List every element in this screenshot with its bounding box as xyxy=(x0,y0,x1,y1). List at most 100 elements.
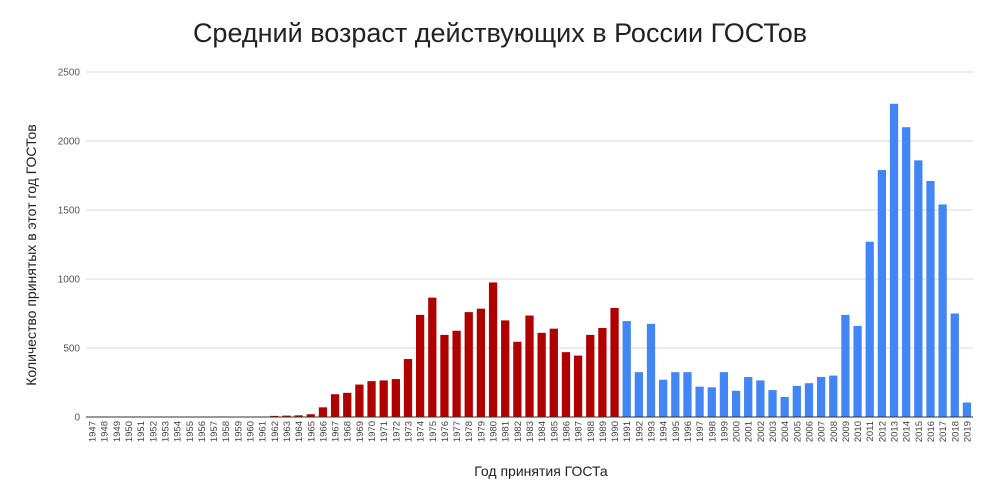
y-axis-label: Количество принятых в этот год ГОСТов xyxy=(23,124,39,385)
bar-1982 xyxy=(513,341,522,417)
x-tick-label: 2013 xyxy=(890,421,901,442)
x-tick-label: 1958 xyxy=(221,421,232,442)
bar-2008 xyxy=(829,375,838,417)
x-tick-label: 1977 xyxy=(452,421,463,442)
bar-1970 xyxy=(367,381,376,417)
y-tick-label: 0 xyxy=(74,413,80,424)
x-tick-label: 2009 xyxy=(841,421,852,442)
x-tick-label: 1986 xyxy=(561,421,572,442)
bar-1981 xyxy=(501,320,510,417)
x-tick-label: 1984 xyxy=(537,421,548,442)
bar-2004 xyxy=(780,396,789,417)
bar-1995 xyxy=(671,372,680,417)
x-tick-label: 1962 xyxy=(270,421,281,442)
x-tick-label: 1953 xyxy=(160,421,171,442)
bar-2018 xyxy=(950,313,959,417)
y-tick-label: 2000 xyxy=(58,137,81,148)
x-tick-label: 1995 xyxy=(671,421,682,442)
bar-1987 xyxy=(573,355,583,417)
bar-2011 xyxy=(865,241,874,417)
x-tick-label: 2000 xyxy=(732,421,743,442)
bar-2003 xyxy=(768,390,777,417)
x-tick-label: 1973 xyxy=(403,421,414,442)
gridlines xyxy=(86,71,973,349)
y-tick-label: 1500 xyxy=(58,206,81,217)
x-tick-label: 1988 xyxy=(586,421,597,442)
x-tick-label: 2008 xyxy=(829,421,840,442)
bar-1993 xyxy=(646,323,656,417)
x-tick-label: 1985 xyxy=(549,421,560,442)
x-tick-label: 1951 xyxy=(136,421,147,442)
x-tick-label: 2011 xyxy=(865,421,876,441)
x-tick-label: 1969 xyxy=(355,421,366,442)
x-tick-label: 2012 xyxy=(877,421,888,442)
bar-2017 xyxy=(938,204,947,417)
bar-1972 xyxy=(391,379,400,417)
x-tick-label: 1950 xyxy=(124,421,135,442)
x-tick-label: 2006 xyxy=(804,421,815,442)
bars xyxy=(87,103,972,418)
bar-2016 xyxy=(926,181,935,417)
x-tick-label: 1978 xyxy=(464,421,475,442)
bar-1965 xyxy=(306,414,315,417)
x-tick-label: 1991 xyxy=(622,421,633,442)
x-tick-label: 1954 xyxy=(173,421,184,442)
bar-2007 xyxy=(816,376,826,417)
x-tick-label: 2007 xyxy=(817,421,828,442)
x-tick-label: 2019 xyxy=(962,421,973,442)
bar-1962 xyxy=(270,415,279,417)
bar-1999 xyxy=(719,372,729,417)
x-tick-label: 2005 xyxy=(792,421,803,442)
bar-1969 xyxy=(355,384,364,417)
bar-1990 xyxy=(610,307,619,417)
bar-1975 xyxy=(428,297,437,417)
bar-2001 xyxy=(744,376,753,417)
bar-2000 xyxy=(731,390,741,417)
x-tick-label: 1998 xyxy=(707,421,718,442)
x-tick-label: 1990 xyxy=(610,421,621,442)
x-tick-label: 2003 xyxy=(768,421,779,442)
x-tick-label: 1981 xyxy=(501,421,512,442)
x-axis-ticks: 1947 1948 1949 1950 1951 1952 1953 1954 1955 1956… xyxy=(88,421,974,442)
x-tick-label: 1987 xyxy=(574,421,585,442)
bar-1968 xyxy=(343,392,352,417)
chart-title: Средний возраст действующих в России ГОС… xyxy=(193,18,807,48)
bar-1991 xyxy=(622,321,631,417)
x-tick-label: 1994 xyxy=(659,421,670,442)
bar-1980 xyxy=(488,282,498,417)
x-tick-label: 2016 xyxy=(926,421,937,442)
bar-2013 xyxy=(889,103,899,418)
bar-1963 xyxy=(282,415,291,417)
bar-1976 xyxy=(440,334,449,417)
bar-2014 xyxy=(902,127,911,417)
bar-1971 xyxy=(379,380,388,417)
x-tick-label: 2015 xyxy=(914,421,925,442)
bar-2019 xyxy=(962,402,972,417)
x-tick-label: 1960 xyxy=(246,421,257,442)
bar-1983 xyxy=(525,315,534,417)
x-tick-label: 1947 xyxy=(88,421,99,442)
x-tick-label: 1982 xyxy=(513,421,524,442)
y-tick-label: 500 xyxy=(63,344,80,355)
x-tick-label: 1975 xyxy=(428,421,439,442)
bar-1977 xyxy=(452,330,461,417)
x-tick-label: 1997 xyxy=(695,421,706,442)
bar-1997 xyxy=(695,386,704,417)
x-tick-label: 1993 xyxy=(647,421,658,442)
x-tick-label: 1971 xyxy=(379,421,390,442)
x-tick-label: 1967 xyxy=(331,421,342,442)
x-tick-label: 1976 xyxy=(440,421,451,442)
bar-1996 xyxy=(683,372,692,417)
x-tick-label: 1980 xyxy=(489,421,500,442)
bar-1967 xyxy=(330,394,340,417)
bar-1974 xyxy=(416,314,425,417)
x-tick-label: 1972 xyxy=(391,421,402,442)
bar-1964 xyxy=(294,415,303,417)
bar-2009 xyxy=(841,314,850,417)
bar-1973 xyxy=(403,359,413,417)
x-tick-label: 2017 xyxy=(938,421,949,442)
x-tick-label: 1961 xyxy=(258,421,269,442)
bar-1985 xyxy=(549,328,558,417)
bar-1978 xyxy=(464,312,473,417)
x-tick-label: 1952 xyxy=(148,421,159,442)
